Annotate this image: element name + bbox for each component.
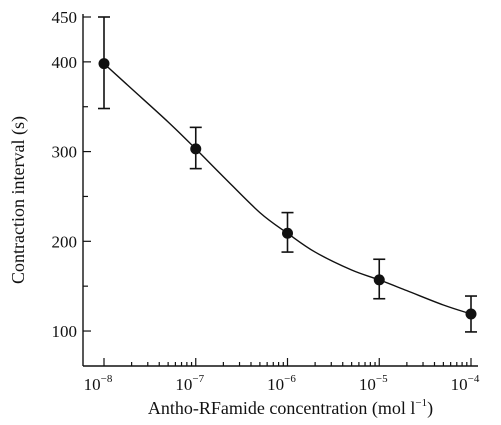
y-tick-label: 400 [52,53,78,72]
error-bars [98,16,477,333]
y-ticks: 100 200 300 400 450 [52,8,91,341]
x-axis-title-close: ) [427,398,433,419]
data-point [98,58,110,70]
x-tick-label: 10−4 [451,373,480,394]
x-axis-title: Antho-RFamide concentration (mol l−1) [148,397,433,419]
data-point [282,227,293,239]
x-ticks: 10−8 10−7 10−6 10−5 10−4 [84,358,480,394]
x-axis-title-main: Antho-RFamide concentration (mol l [148,398,415,419]
data-point [190,143,202,155]
y-axis-title: Contraction interval (s) [8,116,29,284]
y-tick-label: 200 [52,232,78,251]
data-point [465,308,477,320]
y-tick-label: 450 [52,8,78,27]
data-point [373,274,385,286]
y-tick-label: 100 [52,322,78,341]
x-tick-label: 10−6 [267,373,296,394]
fit-curve [103,63,472,315]
x-tick-label: 10−5 [359,373,388,394]
x-tick-label: 10−7 [175,373,204,394]
x-axis-title-exponent: −1 [415,397,427,409]
data-points [98,58,477,320]
x-tick-label: 10−8 [84,373,113,394]
y-tick-label: 300 [52,143,78,162]
